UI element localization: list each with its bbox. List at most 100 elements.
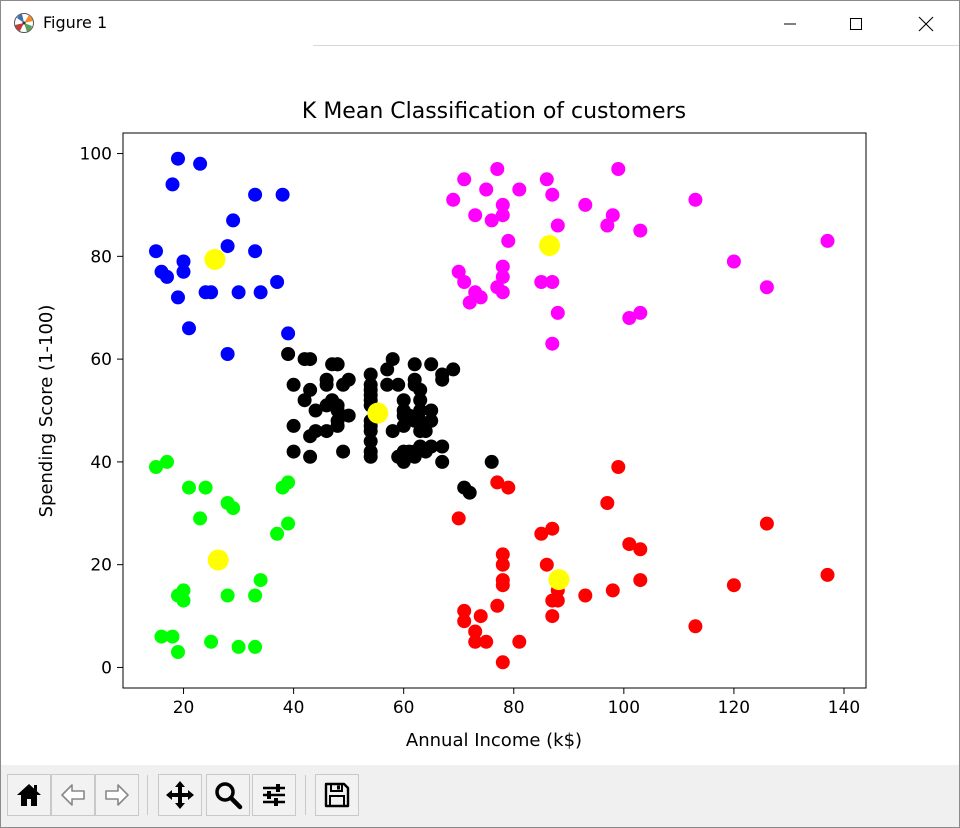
scatter-point bbox=[424, 357, 439, 372]
home-icon bbox=[17, 784, 41, 806]
scatter-point bbox=[275, 187, 290, 202]
scatter-point bbox=[204, 634, 219, 649]
y-axis-label: Spending Score (1-100) bbox=[36, 305, 57, 518]
scatter-point bbox=[319, 377, 334, 392]
scatter-point bbox=[165, 629, 180, 644]
scatter-point bbox=[413, 413, 428, 428]
scatter-point bbox=[495, 208, 510, 223]
scatter-point bbox=[286, 377, 301, 392]
centroid-point bbox=[367, 402, 389, 424]
scatter-point bbox=[341, 408, 356, 423]
scatter-point bbox=[457, 172, 472, 187]
scatter-point bbox=[578, 197, 593, 212]
scatter-point bbox=[253, 573, 268, 588]
scatter-point bbox=[545, 521, 560, 536]
x-axis-label: Annual Income (k$) bbox=[406, 730, 582, 751]
scatter-point bbox=[446, 192, 461, 207]
scatter-point bbox=[534, 275, 549, 289]
window-title: Figure 1 bbox=[43, 13, 108, 32]
scatter-chart[interactable]: K Mean Classification of customers 20 40 6… bbox=[1, 47, 959, 765]
scatter-point bbox=[545, 187, 560, 202]
scatter-point bbox=[193, 511, 208, 526]
scatter-point bbox=[495, 197, 510, 212]
scatter-point bbox=[539, 172, 554, 187]
scatter-point bbox=[281, 475, 296, 490]
x-tick-label: 120 bbox=[718, 698, 750, 718]
scatter-point bbox=[308, 403, 323, 418]
scatter-point bbox=[512, 182, 527, 197]
scatter-point bbox=[160, 454, 174, 469]
scatter-point bbox=[176, 264, 191, 279]
scatter-point bbox=[396, 418, 411, 433]
scatter-point bbox=[479, 182, 494, 197]
x-tick-label: 20 bbox=[173, 698, 195, 718]
minimize-icon bbox=[784, 23, 796, 24]
scatter-point bbox=[363, 449, 378, 464]
back-button[interactable] bbox=[51, 774, 95, 816]
scatter-point bbox=[176, 583, 191, 598]
centroid-point bbox=[207, 549, 229, 571]
scatter-point bbox=[534, 526, 549, 541]
move-icon bbox=[166, 781, 194, 809]
scatter-point bbox=[193, 156, 208, 171]
forward-button[interactable] bbox=[95, 774, 139, 816]
configure-subplots-button[interactable] bbox=[252, 774, 296, 816]
scatter-point bbox=[633, 305, 648, 320]
scatter-point bbox=[550, 593, 565, 608]
scatter-point bbox=[330, 403, 345, 418]
scatter-point bbox=[495, 259, 510, 274]
scatter-point bbox=[633, 223, 648, 238]
home-button[interactable] bbox=[7, 774, 51, 816]
maximize-button[interactable] bbox=[833, 1, 879, 46]
scatter-point bbox=[622, 311, 637, 325]
scatter-point bbox=[248, 588, 263, 603]
scatter-point bbox=[611, 460, 626, 474]
scatter-point bbox=[495, 557, 510, 572]
title-separator bbox=[313, 45, 959, 46]
scatter-point bbox=[171, 151, 185, 166]
title-bar[interactable]: Figure 1 bbox=[1, 1, 959, 46]
x-tick-label: 100 bbox=[608, 698, 640, 718]
x-axis: 20 40 60 80 100 120 140 bbox=[173, 688, 860, 718]
scatter-point bbox=[231, 285, 246, 300]
scatter-point bbox=[165, 177, 180, 192]
scatter-point bbox=[385, 352, 400, 367]
scatter-point bbox=[418, 424, 433, 439]
scatter-point bbox=[605, 208, 620, 223]
scatter-point bbox=[462, 295, 477, 310]
save-button[interactable] bbox=[315, 774, 359, 816]
arrow-left-icon bbox=[61, 784, 85, 806]
pan-button[interactable] bbox=[158, 774, 202, 816]
scatter-point bbox=[413, 393, 428, 408]
scatter-point bbox=[545, 609, 560, 624]
x-tick-label: 80 bbox=[503, 698, 525, 718]
scatter-point bbox=[468, 624, 483, 639]
close-button[interactable] bbox=[903, 1, 949, 46]
scatter-point bbox=[363, 434, 378, 449]
scatter-point bbox=[149, 460, 163, 474]
navigation-toolbar bbox=[1, 765, 959, 827]
scatter-point bbox=[501, 480, 516, 495]
scatter-point bbox=[226, 213, 241, 228]
data-points bbox=[149, 151, 835, 670]
centroid-point bbox=[539, 235, 560, 256]
scatter-point bbox=[176, 593, 191, 608]
figure-canvas[interactable]: K Mean Classification of customers 20 40 6… bbox=[1, 47, 959, 765]
scatter-point bbox=[451, 511, 466, 526]
scatter-point bbox=[688, 192, 703, 207]
scatter-point bbox=[424, 403, 439, 418]
scatter-point bbox=[611, 162, 626, 176]
scatter-point bbox=[281, 516, 296, 531]
zoom-button[interactable] bbox=[206, 774, 250, 816]
scatter-point bbox=[385, 424, 400, 439]
scatter-point bbox=[182, 321, 196, 336]
scatter-point bbox=[380, 362, 395, 377]
x-tick-label: 140 bbox=[828, 698, 860, 718]
scatter-point bbox=[396, 393, 411, 408]
toolbar-separator bbox=[147, 775, 148, 815]
scatter-point bbox=[396, 454, 411, 469]
scatter-point bbox=[391, 377, 406, 392]
minimize-button[interactable] bbox=[767, 1, 813, 46]
scatter-point bbox=[220, 239, 235, 254]
scatter-point bbox=[226, 501, 241, 516]
